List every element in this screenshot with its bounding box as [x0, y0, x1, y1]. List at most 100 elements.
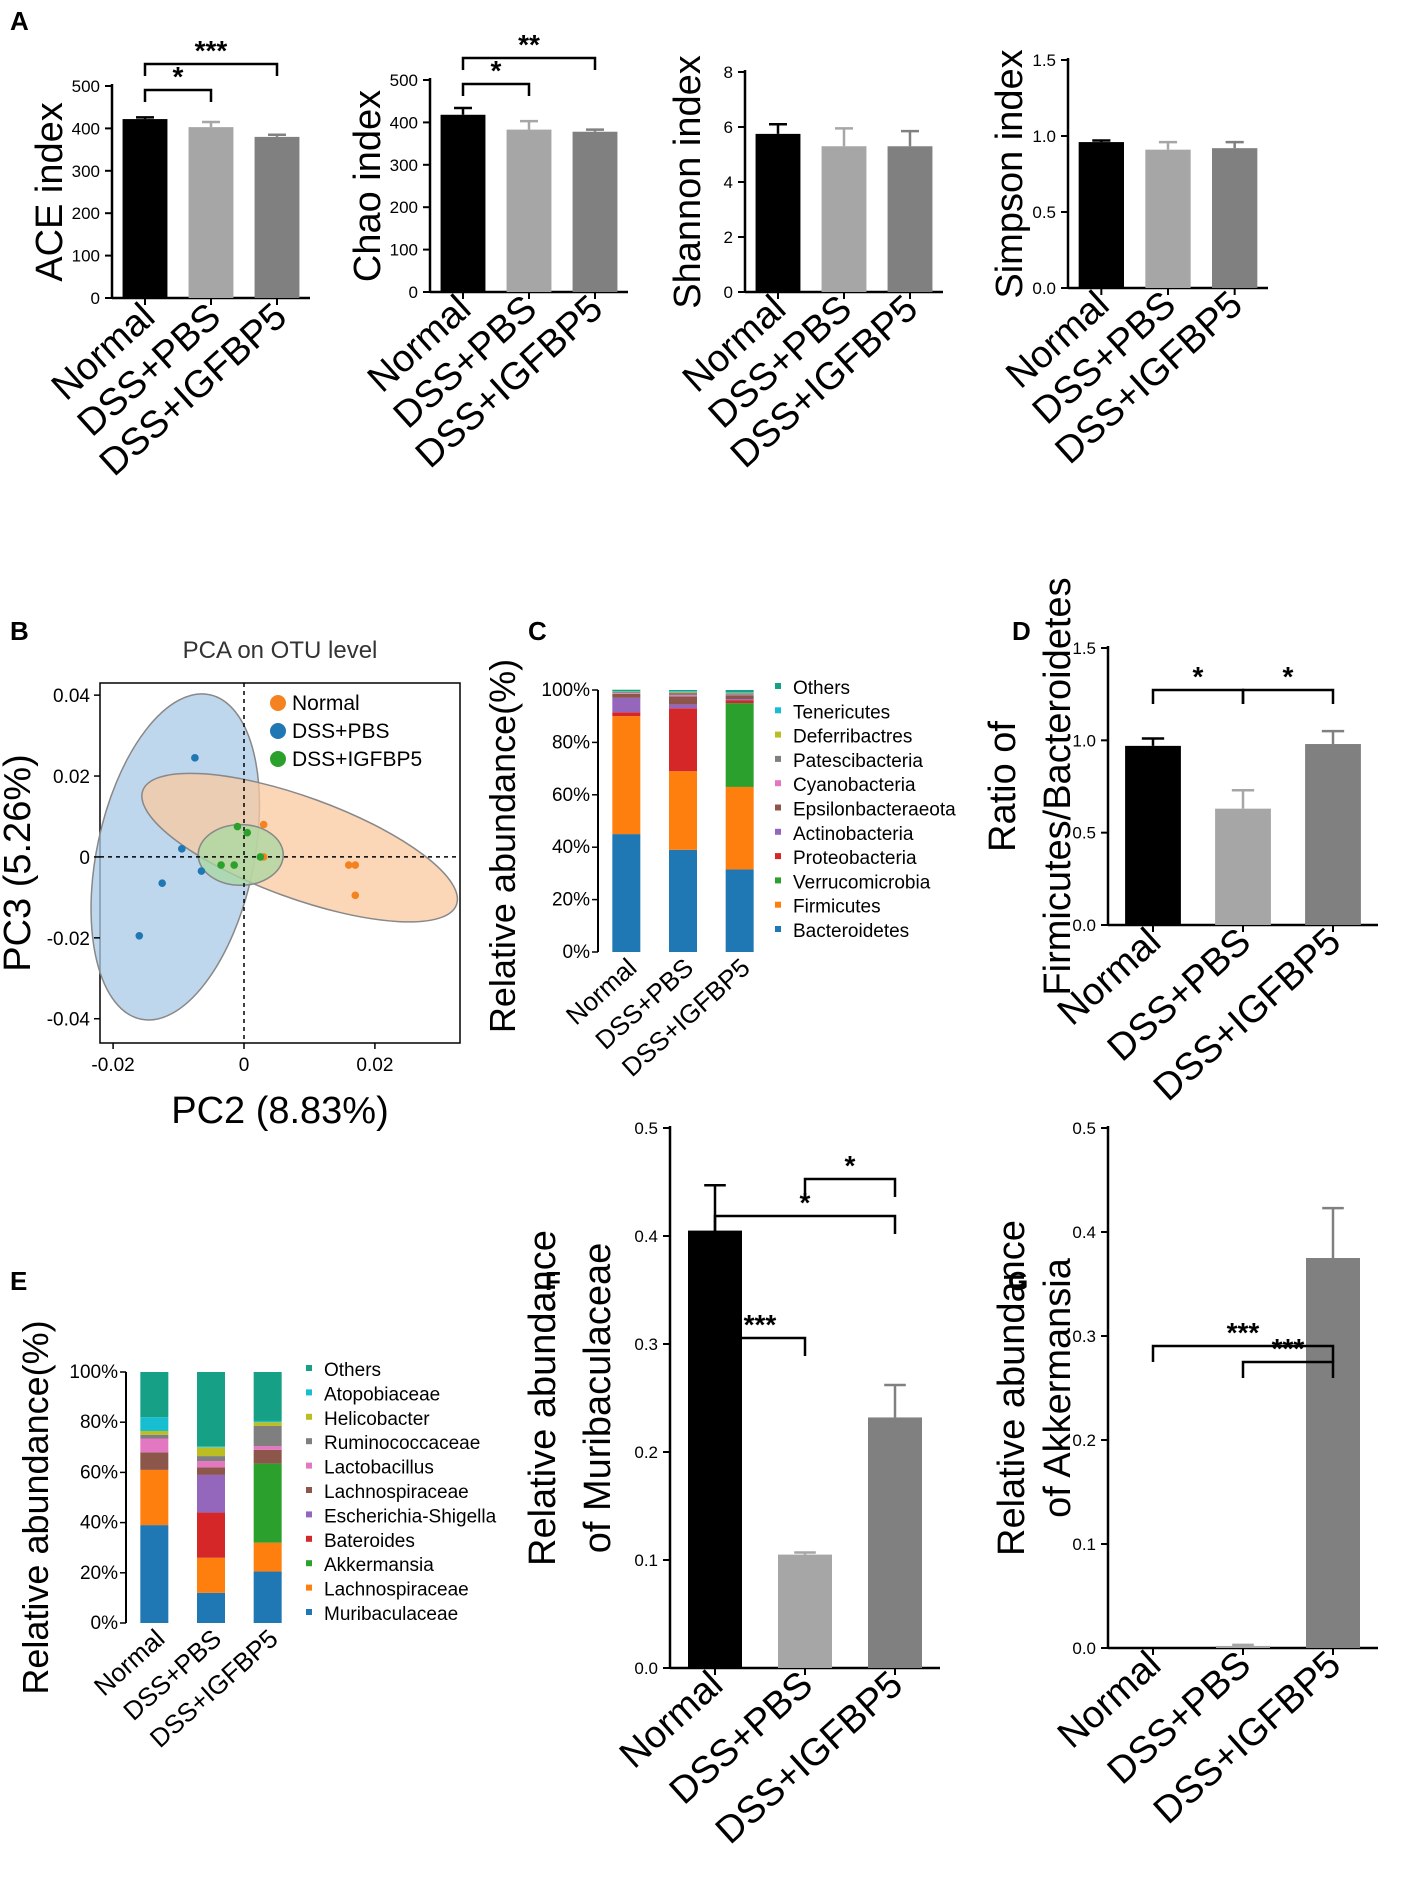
y-tick-label: 500: [72, 77, 100, 96]
y-tick-label: 0: [91, 289, 100, 308]
bar-dss-pbs: [1145, 149, 1191, 288]
stack-segment: [140, 1417, 169, 1431]
scatter-point: [233, 822, 242, 831]
significance-label: *: [1193, 661, 1204, 692]
panel-letter-d: D: [1012, 616, 1031, 646]
stack-segment: [669, 692, 697, 696]
legend-swatch: [775, 877, 781, 884]
stack-segment: [725, 869, 754, 952]
scatter-point: [178, 845, 186, 853]
stack-segment: [612, 716, 641, 835]
legend-swatch: [306, 1462, 312, 1469]
scatter-point: [351, 861, 360, 869]
stack-segment: [197, 1512, 225, 1558]
y-tick-label: 40%: [552, 837, 590, 858]
legend-swatch: [775, 731, 781, 738]
significance-bracket: [1241, 688, 1335, 704]
y-tick-label: 0.4: [634, 1227, 658, 1246]
y-tick-label: 100%: [69, 1362, 118, 1383]
chart-4: PCA on OTU level -0.02 0 0.02 0.04 0.02 0 -0.02…: [0, 637, 461, 1132]
significance-label: *: [800, 1187, 811, 1218]
bar-dss-pbs: [506, 129, 552, 292]
y-axis-label: ACE index: [29, 102, 71, 282]
legend-label: Others: [793, 678, 850, 699]
chart-1: 0100200300400500NormalDSS+PBSDSS+IGFBP5*…: [347, 29, 628, 476]
stack-segment: [253, 1449, 282, 1464]
confidence-ellipse: [197, 823, 285, 886]
significance-label: *: [173, 61, 184, 92]
legend-label: Bateroides: [324, 1531, 415, 1552]
scatter-point: [256, 853, 265, 861]
y-tick-label: 100%: [541, 680, 590, 701]
stack-segment: [669, 695, 697, 697]
stack-segment: [725, 695, 754, 700]
y-axis-label-line1: Relative abundance: [522, 1230, 564, 1566]
legend-swatch: [775, 853, 781, 860]
bar-normal: [1125, 745, 1181, 925]
y-tick-label: 0.5: [1072, 1119, 1096, 1138]
significance-label: ***: [1227, 1317, 1260, 1348]
legend-label: Helicobacter: [324, 1409, 430, 1430]
bar-normal: [122, 119, 168, 299]
bar-dss-pbs: [1216, 1645, 1270, 1648]
scatter-point: [351, 891, 360, 900]
legend-label: Epsilonbacteraeota: [793, 800, 956, 821]
stack-segment: [725, 699, 754, 701]
y-tick-label: 80%: [80, 1412, 118, 1433]
x-axis-label: PC2 (8.83%): [171, 1090, 389, 1132]
stack-segment: [669, 771, 697, 850]
x-tick-label: -0.02: [91, 1055, 134, 1076]
y-axis-label: Relative abundance(%): [482, 659, 523, 1033]
y-axis-label: Shannon index: [667, 55, 709, 309]
legend-swatch: [775, 755, 781, 762]
significance-label: ***: [744, 1309, 777, 1340]
legend-label: Deferribactres: [793, 727, 912, 748]
y-tick-label: 300: [390, 156, 418, 175]
stack-segment: [197, 1467, 225, 1475]
legend-label: Atopobiaceae: [324, 1384, 440, 1405]
chart-8: 0.00.10.20.30.40.5NormalDSS+PBSDSS+IGFBP…: [522, 1119, 940, 1852]
legend-label: Others: [324, 1360, 381, 1381]
scatter-point: [344, 861, 353, 869]
stack-segment: [253, 1420, 282, 1423]
y-tick-label: 0.0: [1072, 1639, 1096, 1658]
chart-0: 0100200300400500NormalDSS+PBSDSS+IGFBP5*…: [29, 35, 310, 484]
panel-letter-a: A: [10, 6, 29, 36]
stack-segment: [140, 1430, 169, 1435]
chart-3: 0.00.51.01.5NormalDSS+PBSDSS+IGFBP5Simps…: [989, 49, 1268, 472]
significance-bracket: [143, 62, 279, 76]
stack-segment: [197, 1372, 225, 1447]
stack-segment: [197, 1447, 225, 1457]
scatter-point: [191, 754, 199, 762]
y-tick-label: 60%: [80, 1462, 118, 1483]
stack-segment: [669, 708, 697, 772]
legend-swatch: [306, 1413, 312, 1420]
stack-segment: [140, 1434, 169, 1439]
y-axis-label: Chao index: [347, 90, 389, 282]
y-axis-label: Relative abundance(%): [15, 1320, 56, 1694]
legend-label: Normal: [292, 692, 360, 715]
stack-segment: [669, 849, 697, 952]
y-tick-label: 60%: [552, 785, 590, 806]
stack-segment: [612, 693, 641, 698]
legend-label: Bacteroidetes: [793, 921, 909, 942]
stack-segment: [197, 1456, 225, 1462]
y-tick-label: -0.02: [47, 929, 90, 950]
bar-dss-pbs: [778, 1554, 832, 1668]
panel-letter-f: F: [545, 1266, 561, 1296]
legend-label: Cyanobacteria: [793, 775, 916, 796]
significance-label: **: [518, 29, 540, 60]
bar-normal: [1078, 142, 1124, 288]
stack-segment: [140, 1372, 169, 1418]
bar-normal: [755, 133, 801, 292]
stack-segment: [140, 1438, 169, 1453]
y-tick-label: 200: [72, 204, 100, 223]
y-axis-label-line1: Ratio of: [982, 721, 1024, 852]
legend-swatch: [306, 1609, 312, 1615]
scatter-point: [243, 828, 252, 837]
chart-5: 0%20%40%60%80%100%NormalDSS+PBSDSS+IGFBP…: [482, 659, 956, 1082]
scatter-point: [135, 932, 144, 940]
y-tick-label: 0.2: [1072, 1431, 1096, 1450]
